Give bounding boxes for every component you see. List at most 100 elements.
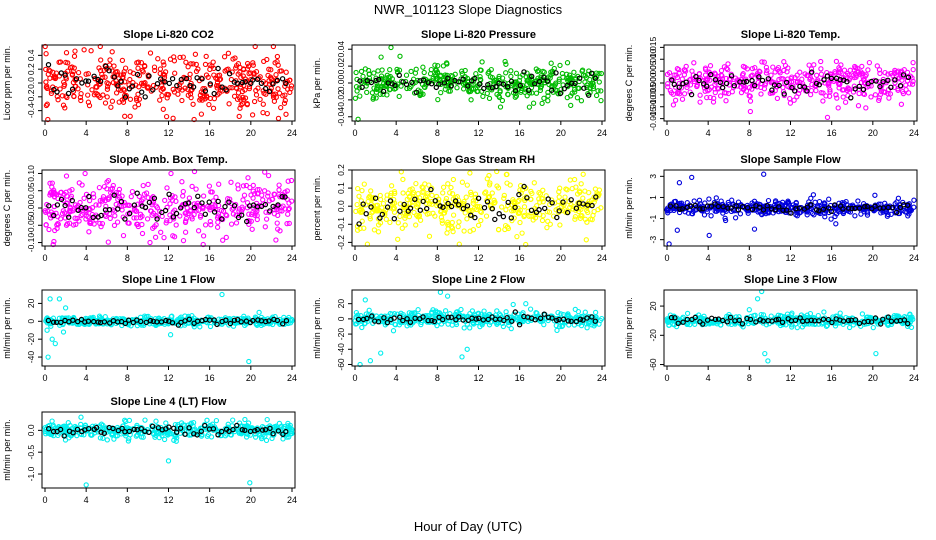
data-point-reference — [262, 85, 269, 92]
data-point — [508, 68, 514, 74]
data-point-reference — [266, 88, 273, 95]
data-point — [354, 88, 360, 94]
data-point — [464, 182, 470, 188]
data-point-outlier — [82, 170, 88, 177]
data-point — [499, 97, 506, 104]
data-point-reference — [138, 89, 145, 95]
data-point — [83, 71, 89, 77]
panel-title: Slope Line 1 Flow — [122, 274, 215, 286]
x-tick-label: 24 — [597, 128, 607, 138]
data-point — [177, 54, 183, 61]
data-point — [161, 72, 168, 78]
data-point — [475, 222, 482, 228]
y-tick-label: 0.00 — [336, 74, 346, 91]
data-point — [160, 86, 166, 92]
data-point — [157, 70, 163, 77]
data-point-reference — [219, 84, 225, 90]
x-tick-label: 12 — [163, 128, 173, 138]
data-point — [233, 65, 239, 71]
data-point — [264, 416, 270, 423]
data-point — [870, 324, 876, 331]
data-point-reference — [54, 89, 60, 95]
data-point — [142, 417, 148, 423]
data-point — [119, 57, 126, 64]
x-tick-label: 20 — [556, 128, 566, 138]
data-point-reference — [397, 208, 403, 214]
data-point — [886, 95, 892, 101]
data-point-reference — [856, 83, 863, 90]
data-point — [202, 86, 208, 92]
y-tick-label: 0.4 — [26, 49, 36, 61]
y-tick-label: 0.04 — [336, 41, 346, 58]
data-point — [818, 71, 825, 77]
data-point-reference — [417, 207, 423, 213]
data-point-reference — [195, 193, 201, 199]
data-point — [679, 96, 686, 102]
data-point — [214, 85, 220, 91]
data-point — [145, 84, 151, 90]
data-point-reference — [542, 205, 548, 212]
data-point — [197, 97, 203, 103]
data-points — [42, 168, 295, 248]
data-point — [157, 97, 163, 103]
data-point-reference — [359, 84, 365, 91]
data-point-reference — [45, 61, 52, 68]
x-tick-label: 20 — [868, 128, 878, 138]
data-point — [104, 80, 110, 86]
y-tick-label: -3 — [648, 236, 658, 244]
y-tick-label: 3 — [648, 174, 658, 179]
data-point-reference — [199, 76, 205, 82]
x-tick-label: 8 — [125, 128, 130, 138]
y-axis-label: ml/min per min. — [2, 419, 12, 481]
y-tick-label: 0.00 — [26, 199, 36, 216]
data-point — [462, 67, 468, 74]
data-point — [270, 94, 277, 100]
data-point — [204, 417, 210, 423]
data-point — [459, 179, 466, 185]
data-point — [758, 91, 764, 97]
x-tick-label: 12 — [473, 128, 483, 138]
data-point — [513, 93, 520, 99]
data-point — [459, 71, 465, 77]
data-point-reference — [157, 76, 164, 82]
x-tick-label: 16 — [515, 253, 525, 263]
data-point-reference — [134, 190, 140, 196]
x-tick-label: 12 — [473, 373, 483, 383]
data-point — [63, 59, 69, 66]
data-point — [228, 221, 235, 227]
x-tick-label: 12 — [163, 253, 173, 263]
data-point — [102, 74, 108, 80]
y-tick-label: 0.10 — [26, 165, 36, 182]
data-point — [240, 94, 246, 100]
data-point — [93, 90, 99, 96]
data-point — [44, 85, 50, 92]
data-point — [448, 184, 454, 191]
data-point — [557, 222, 563, 228]
data-point-reference — [106, 67, 112, 74]
data-point — [183, 59, 189, 65]
data-point — [395, 220, 401, 226]
data-point — [273, 237, 279, 243]
data-point — [109, 98, 116, 104]
data-point-reference — [162, 79, 168, 85]
data-point — [142, 63, 148, 70]
x-tick-label: 0 — [42, 373, 47, 383]
data-point — [580, 195, 586, 201]
data-point-outlier — [684, 310, 691, 317]
data-point-outlier — [762, 350, 768, 357]
data-point-outlier — [81, 47, 87, 53]
x-tick-label: 16 — [515, 128, 525, 138]
x-tick-label: 4 — [84, 253, 89, 263]
data-point-reference — [508, 215, 514, 221]
data-point — [461, 228, 467, 234]
data-point-reference — [481, 204, 488, 211]
data-point — [202, 61, 209, 68]
data-point — [390, 328, 397, 334]
data-point — [486, 95, 493, 102]
data-point-reference — [279, 76, 286, 82]
data-point-reference — [239, 79, 246, 86]
data-point — [139, 67, 145, 74]
x-tick-label: 0 — [664, 253, 669, 263]
data-point — [445, 181, 451, 187]
data-point — [388, 183, 395, 189]
